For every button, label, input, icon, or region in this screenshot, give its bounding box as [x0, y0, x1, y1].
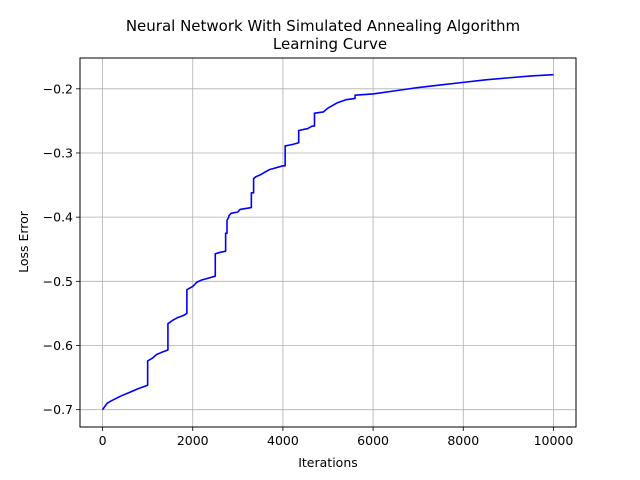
plot-area-frame — [79, 57, 577, 428]
y-axis-label: Loss Error — [16, 210, 31, 273]
x-tick-label: 8000 — [447, 433, 479, 448]
chart-subtitle: Learning Curve — [273, 35, 387, 53]
y-tick-label: −0.3 — [43, 145, 73, 160]
grid-lines — [80, 58, 576, 427]
x-axis-label: Iterations — [298, 455, 358, 470]
loss-series-line — [101, 73, 554, 411]
x-tick-label: 6000 — [357, 433, 389, 448]
y-tick-label: −0.6 — [43, 338, 73, 353]
chart-title: Neural Network With Simulated Annealing … — [126, 17, 520, 35]
y-tick-label: −0.2 — [43, 81, 73, 96]
x-tick-label: 10000 — [534, 433, 574, 448]
x-tick-label: 2000 — [177, 433, 209, 448]
series-layer — [101, 73, 554, 411]
x-tick-label: 0 — [99, 433, 107, 448]
y-tick-label: −0.5 — [43, 274, 73, 289]
y-tick-label: −0.4 — [43, 210, 73, 225]
y-tick-label: −0.7 — [43, 402, 73, 417]
x-tick-label: 4000 — [267, 433, 299, 448]
axis-ticks: 0 2000 4000 6000 8000 10000 −0.7 −0.6 −0.5 −0.4 −0… — [43, 81, 574, 448]
